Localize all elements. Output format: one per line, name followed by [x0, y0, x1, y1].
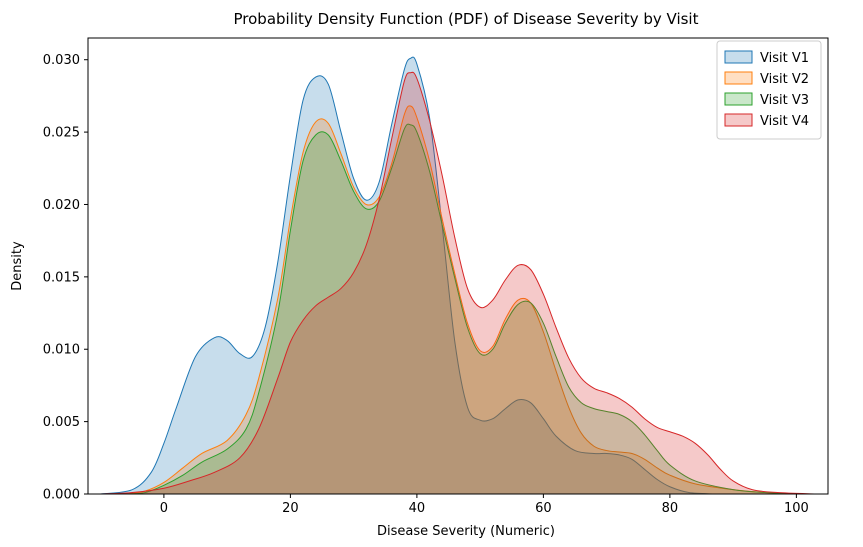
x-axis: 0 20 40 60 80 100 — [160, 494, 809, 516]
series-areas — [100, 56, 816, 495]
y-tick-label: 0.005 — [43, 415, 80, 430]
plot-frame — [87, 37, 829, 495]
x-axis-label: Disease Severity (Numeric) — [377, 524, 555, 539]
x-tick-label: 80 — [662, 501, 679, 516]
x-tick-label: 100 — [784, 501, 809, 516]
y-tick-label: 0.020 — [43, 198, 80, 213]
legend-swatch — [724, 71, 753, 85]
y-tick-label: 0.010 — [43, 343, 80, 358]
legend-label: Visit V3 — [760, 93, 809, 108]
area-visit-v1 — [100, 57, 715, 494]
legend-swatch — [724, 50, 753, 64]
line-visit-v1 — [100, 56, 715, 495]
x-tick-label: 0 — [160, 501, 168, 516]
y-tick-label: 0.015 — [43, 270, 80, 285]
y-tick-label: 0.025 — [43, 126, 80, 141]
legend-label: Visit V1 — [760, 51, 809, 66]
area-visit-v4 — [100, 72, 816, 494]
x-tick-label: 60 — [535, 501, 552, 516]
line-visit-v4 — [100, 71, 816, 495]
y-axis-label: Density — [10, 241, 25, 291]
legend-swatch — [724, 92, 753, 106]
line-visit-v2 — [125, 105, 797, 495]
x-tick-label: 40 — [409, 501, 426, 516]
legend-swatch — [724, 113, 753, 127]
y-axis: 0.000 0.005 0.010 0.015 0.020 0.025 0.030 — [43, 53, 88, 503]
legend-label: Visit V4 — [760, 114, 809, 129]
x-tick-label: 20 — [282, 501, 299, 516]
chart-title: Probability Density Function (PDF) of Di… — [234, 10, 699, 28]
area-visit-v3 — [125, 124, 797, 495]
y-tick-label: 0.030 — [43, 53, 80, 68]
legend: Visit V1 Visit V2 Visit V3 Visit V4 — [716, 40, 822, 140]
line-visit-v3 — [125, 123, 797, 495]
y-tick-label: 0.000 — [43, 488, 80, 503]
legend-label: Visit V2 — [760, 72, 809, 87]
